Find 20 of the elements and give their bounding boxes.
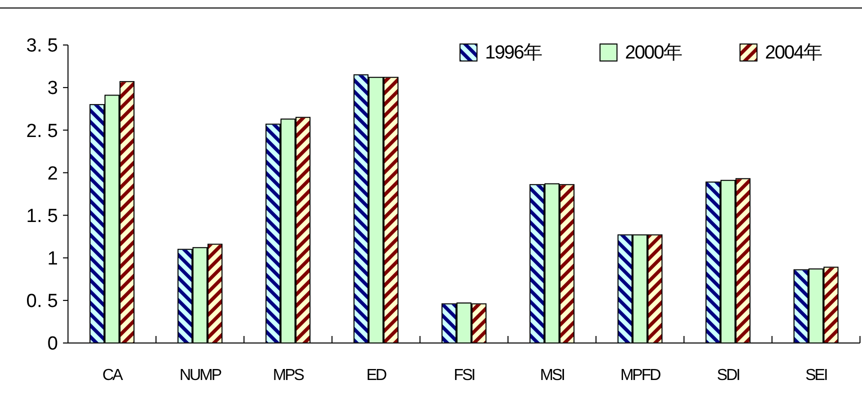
y-tick-label: 3. 5 [26, 36, 58, 57]
x-tick-label: NUMP [179, 367, 222, 384]
x-tick-label: SEI [805, 367, 827, 384]
y-tick-label: 0 [47, 334, 58, 355]
legend-label: 1996年 [485, 42, 542, 64]
x-tick-label: MPFD [620, 367, 661, 384]
y-tick-label: 1. 5 [26, 206, 58, 227]
legend-label: 2004年 [765, 42, 822, 64]
y-tick-label: 0. 5 [26, 291, 58, 312]
y-tick-label: 1 [47, 248, 58, 270]
x-tick-label: SDI [716, 367, 740, 384]
x-tick-label: FSI [454, 367, 474, 384]
legend-label: 2000年 [625, 42, 682, 64]
x-tick-label: MPS [272, 367, 304, 384]
y-tick-label: 2 [47, 163, 58, 184]
x-tick-label: MSI [540, 367, 564, 384]
x-tick-label: ED [366, 367, 387, 384]
x-tick-label: CA [102, 367, 124, 384]
y-tick-label: 2. 5 [26, 120, 58, 142]
y-tick-label: 3 [47, 78, 58, 100]
